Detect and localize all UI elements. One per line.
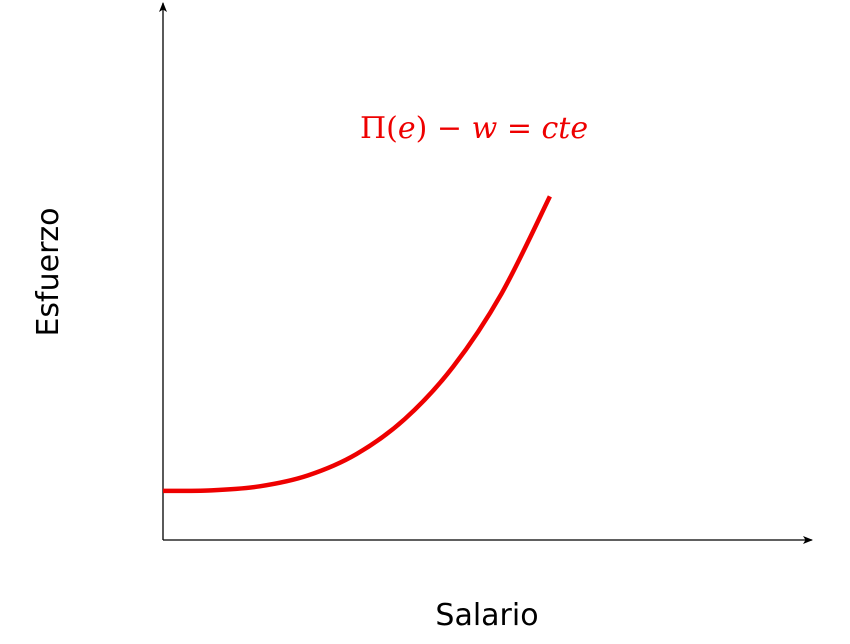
iso-profit-curve xyxy=(162,195,552,494)
label-minus: − xyxy=(427,111,471,146)
y-axis-title: Esfuerzo xyxy=(31,207,66,336)
label-w: w xyxy=(472,111,498,146)
curve-label: Π(e) − w = cte xyxy=(360,111,588,146)
label-equals: = xyxy=(497,111,541,146)
label-paren-close: ) xyxy=(416,111,428,146)
label-e: e xyxy=(398,111,416,146)
label-cte: cte xyxy=(542,111,589,146)
x-axis-title: Salario xyxy=(435,598,538,633)
label-pi: Π xyxy=(360,111,386,146)
label-paren-open: ( xyxy=(386,111,398,146)
